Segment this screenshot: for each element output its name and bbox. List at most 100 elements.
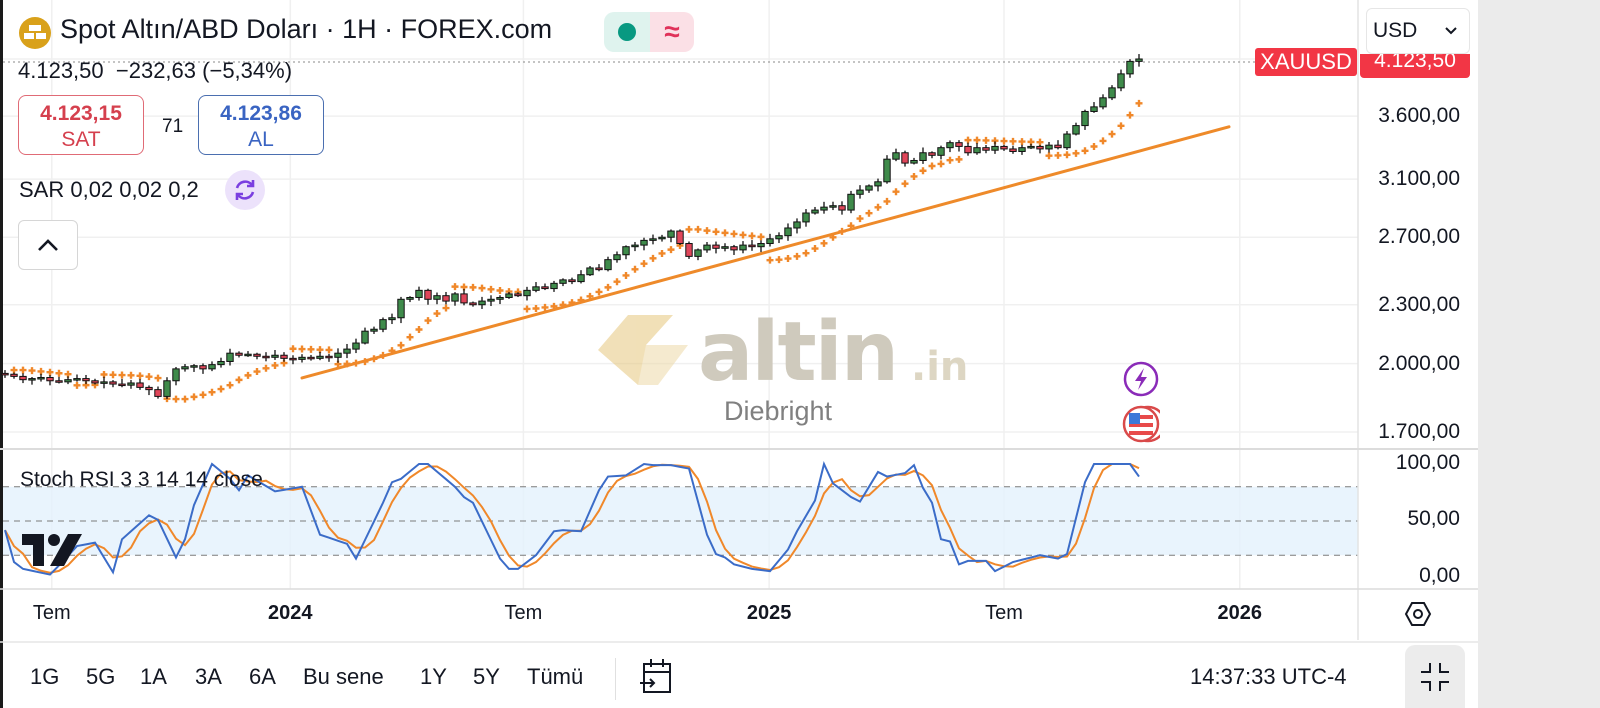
- candle: [559, 279, 567, 284]
- sar-point: [172, 395, 180, 403]
- clock-timezone[interactable]: 14:37:33 UTC-4: [1190, 664, 1347, 689]
- candle: [856, 189, 864, 195]
- sar-point: [550, 302, 558, 310]
- candle: [325, 355, 333, 359]
- candle: [586, 267, 594, 276]
- chart-canvas[interactable]: [0, 0, 1478, 708]
- go-to-date-icon[interactable]: [640, 657, 674, 695]
- sar-point: [541, 303, 549, 311]
- range-button-1y[interactable]: 1Y: [420, 664, 447, 689]
- symbol-price-label: XAUUSD: [1255, 48, 1357, 76]
- candle: [640, 239, 648, 246]
- candle: [199, 365, 207, 370]
- candle: [172, 368, 180, 382]
- sar-point: [415, 325, 423, 333]
- sar-point: [1045, 152, 1053, 160]
- range-button-3a[interactable]: 3A: [195, 664, 222, 689]
- watermark-author: Diebright: [724, 396, 833, 426]
- range-button-5y[interactable]: 5Y: [473, 664, 500, 689]
- sar-point: [361, 358, 369, 366]
- candle: [226, 352, 234, 362]
- candle: [811, 209, 819, 214]
- buy-label: AL: [248, 128, 274, 151]
- us-flag-event-icon[interactable]: [1122, 405, 1160, 443]
- svg-text:altin: altin: [698, 305, 897, 395]
- buy-button[interactable]: 4.123,86 AL: [198, 95, 324, 155]
- sar-legend[interactable]: SAR 0,02 0,02 0,2: [19, 177, 199, 202]
- sar-point: [469, 283, 477, 291]
- candle: [100, 381, 108, 384]
- range-button-tümü[interactable]: Tümü: [527, 664, 584, 689]
- candle: [1036, 145, 1044, 150]
- sar-point: [109, 371, 117, 379]
- candle: [802, 212, 810, 223]
- stoch-rsi-lines: [4, 461, 1140, 576]
- sar-point: [694, 225, 702, 233]
- currency-select[interactable]: USD: [1366, 8, 1470, 54]
- sar-point: [667, 246, 675, 254]
- lightning-event-icon[interactable]: [1122, 360, 1160, 398]
- candle: [442, 295, 450, 302]
- sar-point: [46, 368, 54, 376]
- candle: [541, 286, 549, 290]
- sar-point: [1117, 122, 1125, 130]
- fullscreen-button[interactable]: [1405, 645, 1465, 708]
- sell-price: 4.123,15: [40, 102, 122, 125]
- range-button-1a[interactable]: 1A: [140, 664, 167, 689]
- sar-point: [127, 371, 135, 379]
- currency-value: USD: [1373, 19, 1418, 42]
- trendline-segment: [300, 125, 1231, 380]
- market-status-badge[interactable]: ≈: [604, 12, 694, 52]
- sar-point: [343, 360, 351, 368]
- candle: [127, 382, 135, 386]
- sar-point: [1099, 137, 1107, 145]
- sar-point: [136, 372, 144, 380]
- range-button-6a[interactable]: 6A: [249, 664, 276, 689]
- tradingview-logo[interactable]: [22, 534, 84, 566]
- range-button-bu-sene[interactable]: Bu sene: [303, 664, 384, 689]
- sar-point: [1063, 151, 1071, 159]
- range-button-5g[interactable]: 5G: [86, 664, 116, 689]
- candle: [253, 353, 261, 357]
- sar-point: [1090, 142, 1098, 150]
- sar-point: [901, 180, 909, 188]
- sar-point: [1054, 151, 1062, 159]
- candle: [145, 386, 153, 391]
- sar-point: [1126, 111, 1134, 119]
- candle: [694, 249, 702, 257]
- sar-point: [622, 271, 630, 279]
- candle: [955, 142, 963, 147]
- parabolic-sar: [10, 99, 1143, 403]
- candle: [154, 389, 162, 397]
- sar-point: [523, 305, 531, 313]
- candle: [1117, 73, 1125, 89]
- sell-button[interactable]: 4.123,15 SAT: [18, 95, 144, 155]
- candle: [991, 145, 999, 151]
- chevron-down-icon: [1445, 27, 1457, 35]
- sar-point: [685, 225, 693, 233]
- candle: [775, 235, 783, 240]
- range-button-1g[interactable]: 1G: [30, 664, 60, 689]
- candle: [964, 145, 972, 154]
- sar-point: [424, 317, 432, 325]
- stoch-rsi-legend[interactable]: Stoch RSI 3 3 14 14 close: [20, 468, 263, 491]
- collapse-legend-button[interactable]: [18, 220, 78, 270]
- symbol-title[interactable]: Spot Altın/ABD Doları · 1H · FOREX.com: [60, 14, 553, 44]
- candle: [217, 360, 225, 366]
- time-tick: 2026: [1217, 602, 1263, 624]
- settings-icon[interactable]: [1404, 600, 1432, 628]
- sar-point: [1081, 147, 1089, 155]
- sar-point: [856, 215, 864, 223]
- candle: [1072, 125, 1080, 135]
- sar-point: [1009, 137, 1017, 145]
- candle: [208, 364, 216, 370]
- sar-point: [37, 367, 45, 375]
- candle: [766, 238, 774, 245]
- candle: [865, 185, 873, 191]
- candle: [730, 246, 738, 251]
- candle: [712, 244, 720, 249]
- sar-point: [433, 310, 441, 318]
- candle: [28, 378, 36, 381]
- refresh-icon[interactable]: [225, 170, 265, 210]
- candle: [685, 243, 693, 257]
